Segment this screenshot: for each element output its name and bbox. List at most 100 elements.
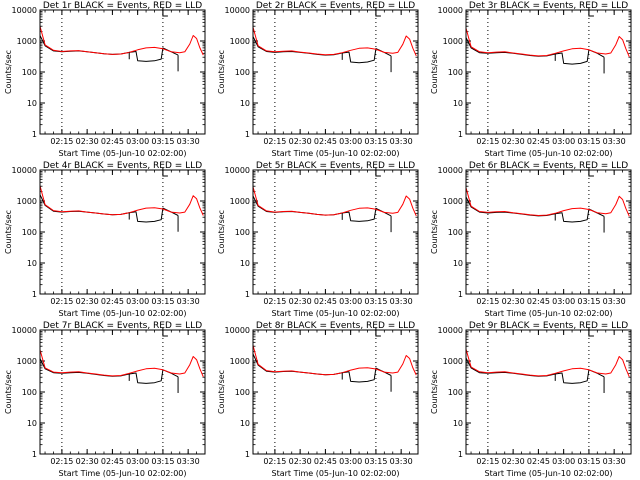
y-axis-label: Counts/sec [217,370,226,414]
x-tick-label: 02:45 [527,457,550,466]
plot-frame [39,9,206,135]
series-line-events [465,357,605,384]
plot-title: Det 4r BLACK = Events, RED = LLD [43,161,202,171]
y-tick-label: 100 [22,228,37,237]
x-tick-label: 02:30 [76,297,99,306]
series-line-events [465,37,605,65]
plot-title: Det 3r BLACK = Events, RED = LLD [469,1,628,11]
series-line-lld [465,27,630,57]
plot-panel-1: Det 1r BLACK = Events, RED = LLD Counts/s… [4,1,206,158]
y-tick-label: 10 [453,99,463,108]
plot-frame [39,329,206,455]
y-tick-label: 1000 [443,197,463,206]
x-tick-label: 02:15 [50,457,73,466]
plot-panel-6: Det 6r BLACK = Events, RED = LLD Counts/s… [430,161,632,318]
interval-marker [588,328,594,337]
y-axis-label: Counts/sec [4,370,13,414]
y-tick-label: 100 [22,68,37,77]
plot-frame [465,169,632,295]
y-tick-label: 10 [27,419,37,428]
x-tick-label: 03:15 [577,137,600,146]
y-tick-label: 10000 [12,326,37,335]
x-tick-label: 02:15 [263,137,286,146]
x-axis-label: Start Time (05-Jun-10 02:02:00) [485,469,613,478]
x-tick-label: 02:15 [50,137,73,146]
y-tick-label: 100 [22,388,37,397]
series-line-lld [465,187,630,217]
y-tick-label: 1 [245,130,250,139]
x-tick-label: 03:15 [364,137,387,146]
plot-frame [252,9,419,135]
y-tick-label: 10 [240,99,250,108]
y-tick-label: 100 [448,388,463,397]
x-tick-label: 03:15 [577,297,600,306]
x-tick-label: 02:15 [263,297,286,306]
plot-title: Det 8r BLACK = Events, RED = LLD [256,321,415,331]
interval-marker [162,8,168,17]
series-line-lld [465,349,630,377]
x-tick-label: 03:00 [126,297,149,306]
plot-panel-8: Det 8r BLACK = Events, RED = LLD Counts/s… [217,321,419,478]
y-tick-label: 1 [458,450,463,459]
series-line-events [39,35,179,62]
x-tick-label: 03:30 [390,457,413,466]
plot-title: Det 5r BLACK = Events, RED = LLD [256,161,415,171]
x-tick-label: 03:00 [552,297,575,306]
x-tick-label: 02:30 [289,137,312,146]
y-tick-label: 10 [27,259,37,268]
interval-marker [162,328,168,337]
y-tick-label: 1000 [443,357,463,366]
plot-frame [465,329,632,455]
y-tick-label: 1 [458,130,463,139]
y-tick-label: 1000 [17,357,37,366]
series-line-events [465,196,605,223]
y-tick-label: 100 [448,228,463,237]
plot-frame [252,329,419,455]
plot-title: Det 2r BLACK = Events, RED = LLD [256,1,415,11]
plot-frame [39,169,206,295]
x-tick-label: 02:45 [101,457,124,466]
y-tick-label: 10 [240,419,250,428]
x-tick-label: 02:15 [476,457,499,466]
x-tick-label: 02:45 [314,137,337,146]
series-line-lld [39,349,204,377]
y-axis-label: Counts/sec [4,210,13,254]
x-tick-label: 03:15 [364,297,387,306]
y-tick-label: 10000 [12,6,37,15]
plot-title: Det 9r BLACK = Events, RED = LLD [469,321,628,331]
y-tick-label: 1000 [17,197,37,206]
x-axis-label: Start Time (05-Jun-10 02:02:00) [272,469,400,478]
y-tick-label: 1 [32,450,37,459]
plot-panel-2: Det 2r BLACK = Events, RED = LLD Counts/s… [217,1,419,158]
y-tick-label: 1 [245,290,250,299]
x-tick-label: 02:45 [527,297,550,306]
x-tick-label: 02:30 [76,457,99,466]
interval-marker [375,8,381,17]
x-tick-label: 03:30 [177,137,200,146]
x-axis-label: Start Time (05-Jun-10 02:02:00) [485,309,613,318]
plot-frame [252,169,419,295]
plot-title: Det 7r BLACK = Events, RED = LLD [43,321,202,331]
x-tick-label: 02:45 [527,137,550,146]
series-line-lld [39,185,204,216]
y-tick-label: 1000 [443,37,463,46]
y-tick-label: 1 [245,450,250,459]
x-tick-label: 03:30 [177,297,200,306]
series-line-lld [252,186,417,217]
x-tick-label: 03:00 [339,297,362,306]
x-tick-label: 03:30 [603,297,626,306]
plot-panel-7: Det 7r BLACK = Events, RED = LLD Counts/s… [4,321,206,478]
y-axis-label: Counts/sec [430,210,439,254]
y-tick-label: 10 [240,259,250,268]
x-tick-label: 03:00 [552,137,575,146]
plot-panel-9: Det 9r BLACK = Events, RED = LLD Counts/s… [430,321,632,478]
x-tick-label: 03:15 [577,457,600,466]
y-tick-label: 1 [458,290,463,299]
y-tick-label: 100 [235,388,250,397]
x-tick-label: 03:15 [151,137,174,146]
y-axis-label: Counts/sec [217,50,226,94]
y-tick-label: 10 [453,419,463,428]
y-axis-label: Counts/sec [430,50,439,94]
y-tick-label: 10000 [438,326,463,335]
x-tick-label: 03:00 [339,457,362,466]
